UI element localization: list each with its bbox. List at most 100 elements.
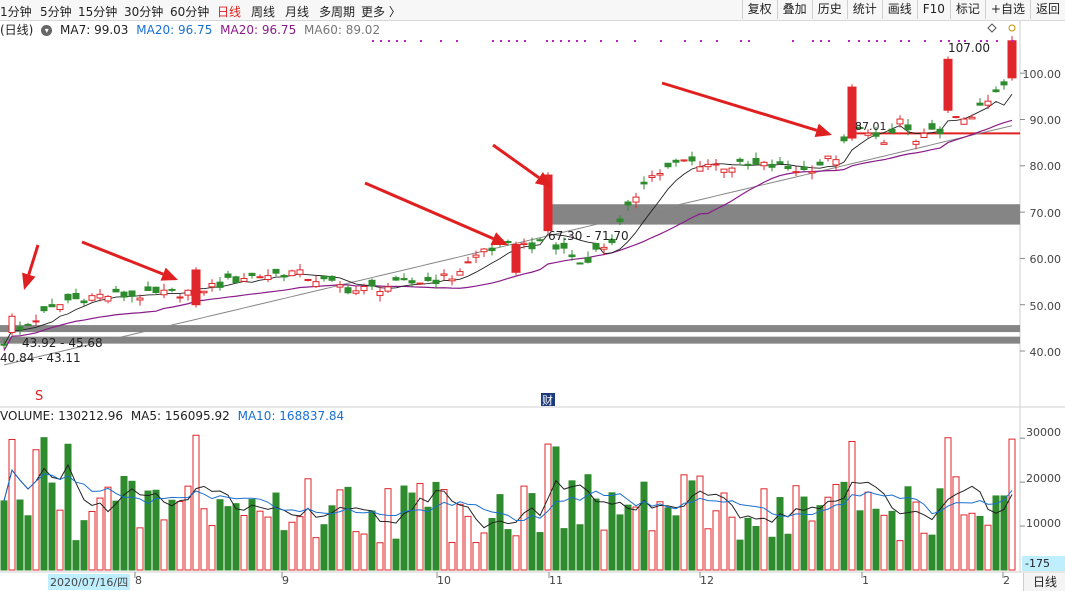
volume-bar (112, 500, 120, 571)
candle (120, 290, 128, 302)
candle-body (448, 278, 456, 282)
candle-body (216, 281, 224, 288)
candle (128, 290, 136, 303)
event-dot (576, 40, 578, 42)
candle (520, 238, 528, 249)
volume-bar (832, 483, 840, 571)
volume-bar (416, 483, 424, 571)
volume-bar (792, 485, 800, 571)
volume-bar (336, 489, 344, 571)
volume-bar (208, 524, 216, 571)
candle-body (976, 102, 984, 106)
candle (776, 156, 784, 166)
candle (312, 275, 320, 289)
tf-5min[interactable]: 5分钟 (40, 5, 72, 19)
candle (832, 155, 840, 171)
tf-15min[interactable]: 15分钟 (78, 5, 118, 19)
volume-bar (448, 541, 456, 571)
candle-body (736, 158, 744, 162)
candle-body (328, 275, 336, 281)
back-button[interactable]: 返回 (1029, 0, 1065, 19)
candle-body (104, 295, 112, 302)
candle-body (296, 269, 304, 275)
tf-1min[interactable]: 1分钟 (0, 5, 32, 19)
statistics-button[interactable]: 统计 (846, 0, 882, 19)
candle-body (96, 293, 104, 299)
candle (728, 166, 736, 178)
volume-bar (688, 480, 696, 571)
volume-bar (192, 434, 200, 571)
event-dot (568, 40, 570, 42)
tf-week[interactable]: 周线 (251, 5, 276, 19)
lower-gap-label-1: 43.92 - 45.68 (22, 336, 103, 350)
candle (112, 285, 120, 293)
candle-body (208, 282, 216, 288)
candle-body (176, 296, 184, 299)
candle-body (440, 273, 448, 276)
f10-button[interactable]: F10 (916, 0, 950, 19)
candle (1000, 79, 1008, 90)
candle (104, 295, 112, 304)
event-dot (964, 40, 966, 42)
tf-more[interactable]: 更多 〉 (361, 5, 401, 19)
add-favorite-button[interactable]: +自选 (984, 0, 1030, 19)
volume-bar (472, 542, 480, 571)
candle-body (568, 254, 576, 258)
event-dot (492, 40, 494, 42)
tf-day[interactable]: 日线 (217, 5, 242, 19)
date-cursor-label: 2020/07/16/四 (48, 574, 131, 590)
candle-body (744, 163, 752, 166)
candle (943, 56, 953, 114)
candle (240, 273, 248, 282)
candle-body (880, 142, 888, 145)
volume-bar (648, 530, 656, 571)
event-dot (388, 40, 390, 42)
candle (688, 151, 696, 166)
restore-rights-button[interactable]: 复权 (741, 0, 777, 19)
volume-bar (968, 512, 976, 571)
ma20-line (3, 119, 1013, 351)
volume-bar (624, 504, 632, 571)
arrow-shaft (81, 240, 164, 276)
draw-line-button[interactable]: 画线 (881, 0, 917, 19)
volume-bar (376, 542, 384, 571)
candle-body (640, 181, 648, 185)
tf-60min[interactable]: 60分钟 (170, 5, 210, 19)
mark-button[interactable]: 标记 (949, 0, 985, 19)
overlay-button[interactable]: 叠加 (776, 0, 812, 19)
event-dot (884, 40, 886, 42)
candle-body (144, 286, 152, 291)
volume-bar (712, 510, 720, 571)
volume-bar (488, 518, 496, 571)
candle-body (400, 278, 408, 281)
candle-body (520, 242, 528, 246)
candle (144, 281, 152, 291)
legend-toggle-icon[interactable]: ▾ (41, 25, 53, 36)
volume-bar (128, 480, 136, 571)
lower-gap-label-2: 40.84 - 43.11 (0, 351, 81, 365)
period-label: (日线) (0, 23, 34, 37)
month-label: 9 (282, 574, 289, 587)
tf-multi[interactable]: 多周期 (319, 5, 356, 19)
candle (216, 276, 224, 291)
event-dot (716, 40, 718, 42)
tf-month[interactable]: 月线 (285, 5, 310, 19)
candle-body (160, 289, 168, 296)
annotation-arrow (661, 81, 832, 138)
volume-tick: 20000 (1026, 472, 1061, 485)
period-day-button[interactable]: 日线 (1023, 573, 1065, 591)
arrow-shaft (364, 181, 494, 241)
volume-bar (752, 526, 760, 571)
candle (200, 290, 208, 296)
tf-30min[interactable]: 30分钟 (124, 5, 164, 19)
candle (600, 243, 608, 256)
candle-body (632, 196, 640, 203)
candle-body (688, 156, 696, 162)
history-button[interactable]: 历史 (811, 0, 847, 19)
volume-bar (176, 501, 184, 571)
candle (408, 277, 416, 287)
candle-body (152, 286, 160, 294)
candle (847, 84, 857, 141)
ma7-value: MA7: 99.03 (60, 23, 129, 37)
